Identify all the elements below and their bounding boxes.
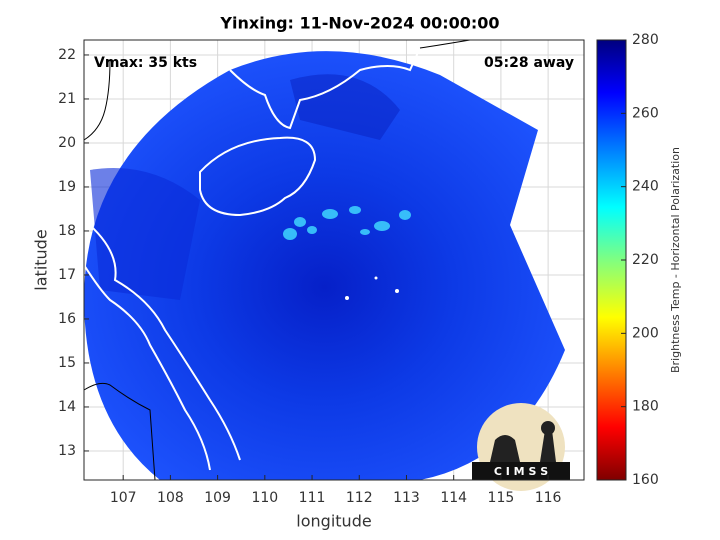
plot-frame bbox=[83, 39, 585, 481]
colorbar-tick-label: 180 bbox=[632, 399, 659, 415]
y-tick-label: 19 bbox=[58, 179, 76, 195]
x-tick-label: 114 bbox=[440, 490, 467, 506]
y-axis-label: latitude bbox=[32, 229, 51, 290]
annotation: Vmax: 35 kts bbox=[94, 55, 197, 71]
logo: C I M S S bbox=[472, 403, 570, 491]
y-tick-label: 14 bbox=[58, 399, 76, 415]
satellite-swath bbox=[84, 47, 565, 480]
y-tick-label: 15 bbox=[58, 355, 76, 371]
colorbar-tick-label: 240 bbox=[632, 179, 659, 195]
y-tick-label: 21 bbox=[58, 91, 76, 107]
x-tick-label: 111 bbox=[299, 490, 326, 506]
x-tick-label: 109 bbox=[204, 490, 231, 506]
x-tick-label: 116 bbox=[535, 490, 562, 506]
chart-title: Yinxing: 11-Nov-2024 00:00:00 bbox=[219, 14, 499, 33]
convection bbox=[283, 206, 411, 240]
x-tick-label: 108 bbox=[157, 490, 184, 506]
y-tick-label: 22 bbox=[58, 47, 76, 63]
colorbar-tick-label: 200 bbox=[632, 325, 659, 341]
x-tick-label: 107 bbox=[110, 490, 137, 506]
x-tick-label: 112 bbox=[346, 490, 373, 506]
dark-region bbox=[90, 168, 200, 300]
logo-text: C I M S S bbox=[494, 465, 548, 478]
y-tick-label: 16 bbox=[58, 311, 76, 327]
x-tick-label: 113 bbox=[393, 490, 420, 506]
colorbar-tick-label: 160 bbox=[632, 472, 659, 488]
islands bbox=[345, 276, 399, 300]
x-axis-label: longitude bbox=[296, 512, 371, 531]
colorbar-tick-label: 260 bbox=[632, 105, 659, 121]
coastline-outside bbox=[83, 39, 471, 481]
coastline bbox=[84, 47, 421, 471]
y-tick-label: 20 bbox=[58, 135, 76, 151]
y-tick-label: 13 bbox=[58, 443, 76, 459]
x-tick-label: 110 bbox=[251, 490, 278, 506]
swath bbox=[84, 51, 565, 480]
dark-region bbox=[290, 74, 400, 140]
x-tick-label: 115 bbox=[488, 490, 515, 506]
colorbar-tick-label: 220 bbox=[632, 252, 659, 268]
colorbar-label: Brightness Temp - Horizontal Polarizatio… bbox=[669, 147, 682, 373]
colorbar-tick-label: 280 bbox=[632, 32, 659, 48]
y-tick-label: 17 bbox=[58, 267, 76, 283]
y-tick-label: 18 bbox=[58, 223, 76, 239]
annotation: 05:28 away bbox=[484, 55, 574, 71]
